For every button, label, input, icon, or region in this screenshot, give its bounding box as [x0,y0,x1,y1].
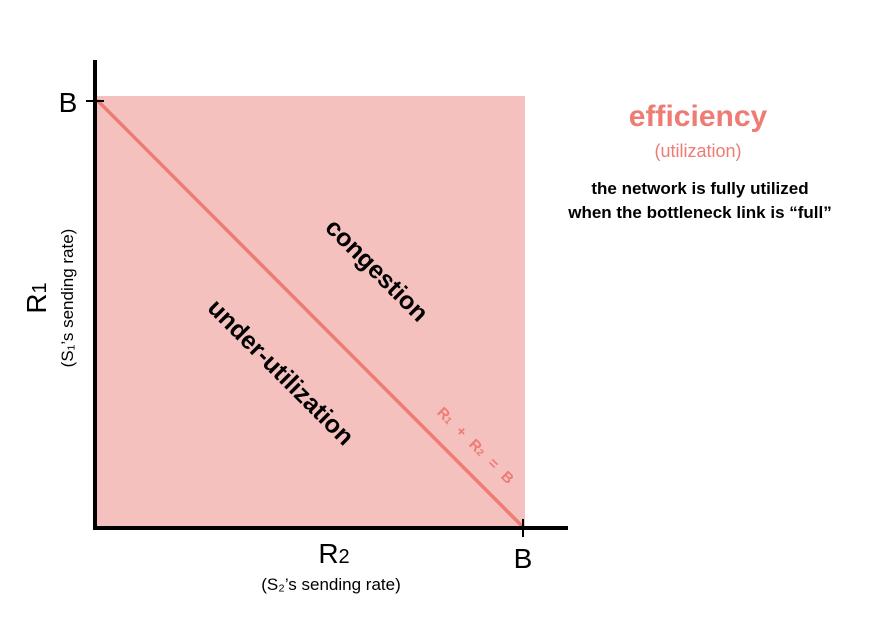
efficiency-description: the network is fully utilized when the b… [530,177,870,225]
utilization-subtitle: (utilization) [654,141,742,161]
x-axis-caption: (S₂’s sending rate) [261,575,401,594]
description-line-2: when the bottleneck link is “full” [568,203,832,222]
x-axis-label-main: R [318,538,338,569]
y-axis-tick-label: B [59,87,78,118]
y-axis-label-main: R [21,293,52,313]
x-axis-tick-label: B [514,543,533,574]
x-axis-label-sub: 2 [339,546,350,568]
y-axis-label: R1 [21,282,52,313]
y-axis-caption: (S₁’s sending rate) [58,229,77,368]
efficiency-title: efficiency [628,100,768,133]
description-line-1: the network is fully utilized [591,179,809,198]
efficiency-line [95,98,525,529]
y-axis-label-sub: 1 [29,282,51,293]
x-axis-label: R2 [318,538,349,569]
